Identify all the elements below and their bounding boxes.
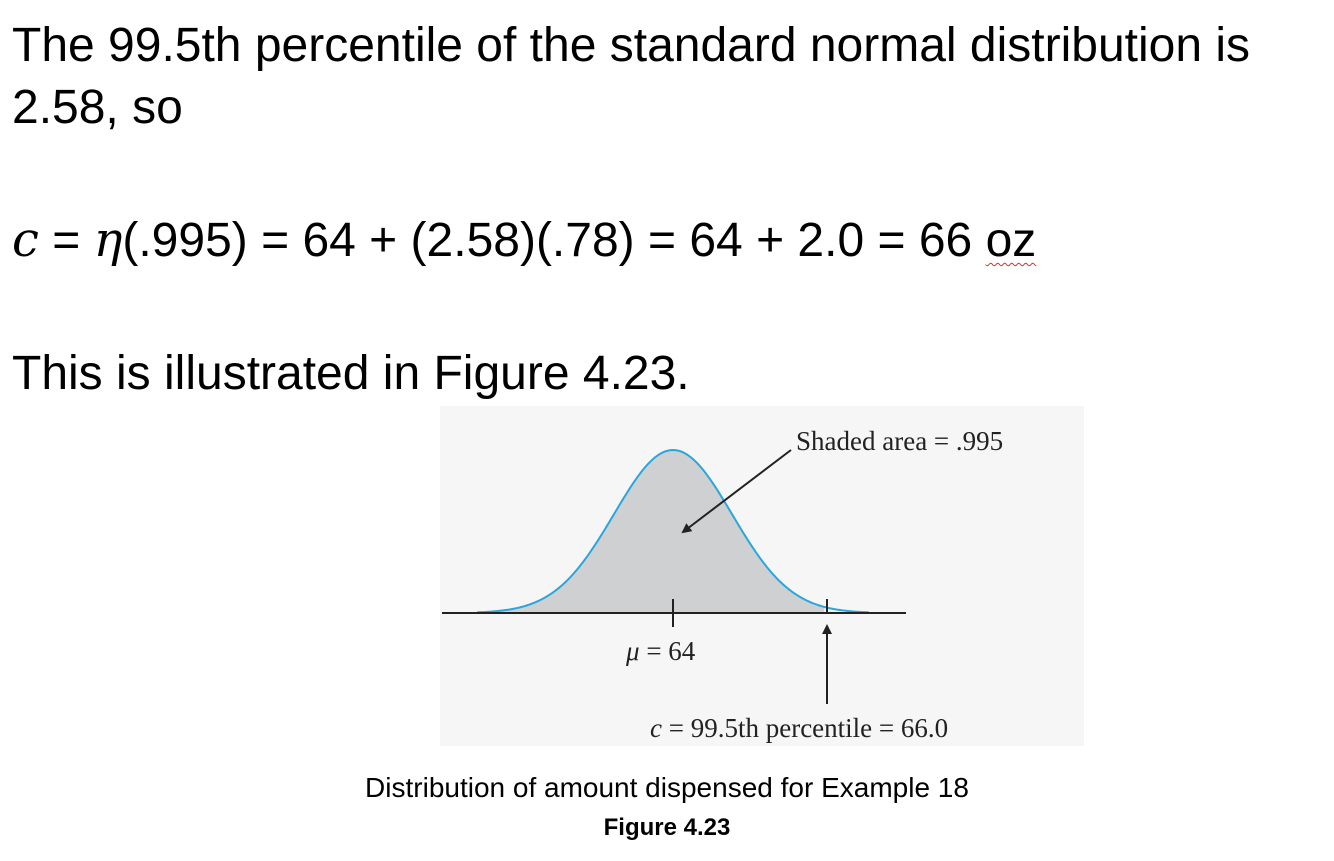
shaded-area <box>477 450 825 613</box>
shaded-area-label: Shaded area = .995 <box>796 426 1003 456</box>
equation-unit: oz <box>985 214 1037 267</box>
equation-var-eta: η <box>93 212 123 268</box>
mu-value: = 64 <box>640 636 696 666</box>
normal-curve-figure: Shaded area = .995 μ = 64 c = 99.5th per… <box>442 426 1003 743</box>
normal-curve <box>476 448 870 614</box>
shaded-area-arrow <box>681 449 792 534</box>
figure-label: Figure 4.23 <box>603 814 731 841</box>
text-line-illustrated: This is illustrated in Figure 4.23. <box>12 347 690 400</box>
c-label: c = 99.5th percentile = 66.0 <box>650 713 948 743</box>
equation-var-c: c <box>12 212 39 268</box>
c-symbol: c <box>650 713 662 743</box>
equation-equals: = <box>38 214 94 267</box>
text-line-so: 2.58, so <box>12 81 183 134</box>
equation-body: (.995) = 64 + (2.58)(.78) = 64 + 2.0 = 6… <box>122 214 986 267</box>
mu-label: μ = 64 <box>625 636 696 666</box>
c-value: = 99.5th percentile = 66.0 <box>662 713 948 743</box>
text-line-percentile: The 99.5th percentile of the standard no… <box>12 19 1251 72</box>
mu-symbol: μ <box>625 636 640 666</box>
figure-panel: Shaded area = .995 μ = 64 c = 99.5th per… <box>440 406 1084 746</box>
equation: c = η(.995) = 64 + (2.58)(.78) = 64 + 2.… <box>12 212 1036 269</box>
figure-caption: Distribution of amount dispensed for Exa… <box>365 772 969 803</box>
